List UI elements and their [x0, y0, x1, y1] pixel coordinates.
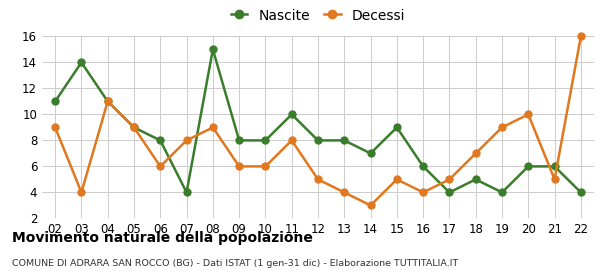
Nascite — [209, 48, 217, 51]
Decessi — [524, 113, 532, 116]
Decessi — [130, 126, 137, 129]
Line: Nascite: Nascite — [52, 46, 584, 196]
Decessi — [104, 100, 112, 103]
Decessi — [314, 178, 322, 181]
Nascite — [288, 113, 295, 116]
Nascite — [236, 139, 243, 142]
Nascite — [130, 126, 137, 129]
Legend: Nascite, Decessi: Nascite, Decessi — [225, 3, 411, 28]
Nascite — [499, 191, 506, 194]
Decessi — [577, 35, 584, 38]
Nascite — [472, 178, 479, 181]
Nascite — [314, 139, 322, 142]
Nascite — [78, 61, 85, 64]
Decessi — [551, 178, 558, 181]
Decessi — [499, 126, 506, 129]
Decessi — [367, 204, 374, 207]
Nascite — [446, 191, 453, 194]
Decessi — [157, 165, 164, 168]
Decessi — [446, 178, 453, 181]
Nascite — [419, 165, 427, 168]
Nascite — [341, 139, 348, 142]
Line: Decessi: Decessi — [52, 33, 584, 209]
Decessi — [236, 165, 243, 168]
Decessi — [472, 152, 479, 155]
Nascite — [157, 139, 164, 142]
Text: COMUNE DI ADRARA SAN ROCCO (BG) - Dati ISTAT (1 gen-31 dic) - Elaborazione TUTTI: COMUNE DI ADRARA SAN ROCCO (BG) - Dati I… — [12, 259, 458, 268]
Nascite — [52, 100, 59, 103]
Nascite — [367, 152, 374, 155]
Nascite — [393, 126, 400, 129]
Decessi — [52, 126, 59, 129]
Text: Movimento naturale della popolazione: Movimento naturale della popolazione — [12, 231, 313, 245]
Nascite — [524, 165, 532, 168]
Decessi — [288, 139, 295, 142]
Nascite — [262, 139, 269, 142]
Decessi — [78, 191, 85, 194]
Nascite — [183, 191, 190, 194]
Decessi — [419, 191, 427, 194]
Decessi — [393, 178, 400, 181]
Nascite — [551, 165, 558, 168]
Decessi — [341, 191, 348, 194]
Nascite — [577, 191, 584, 194]
Decessi — [183, 139, 190, 142]
Decessi — [262, 165, 269, 168]
Nascite — [104, 100, 112, 103]
Decessi — [209, 126, 217, 129]
